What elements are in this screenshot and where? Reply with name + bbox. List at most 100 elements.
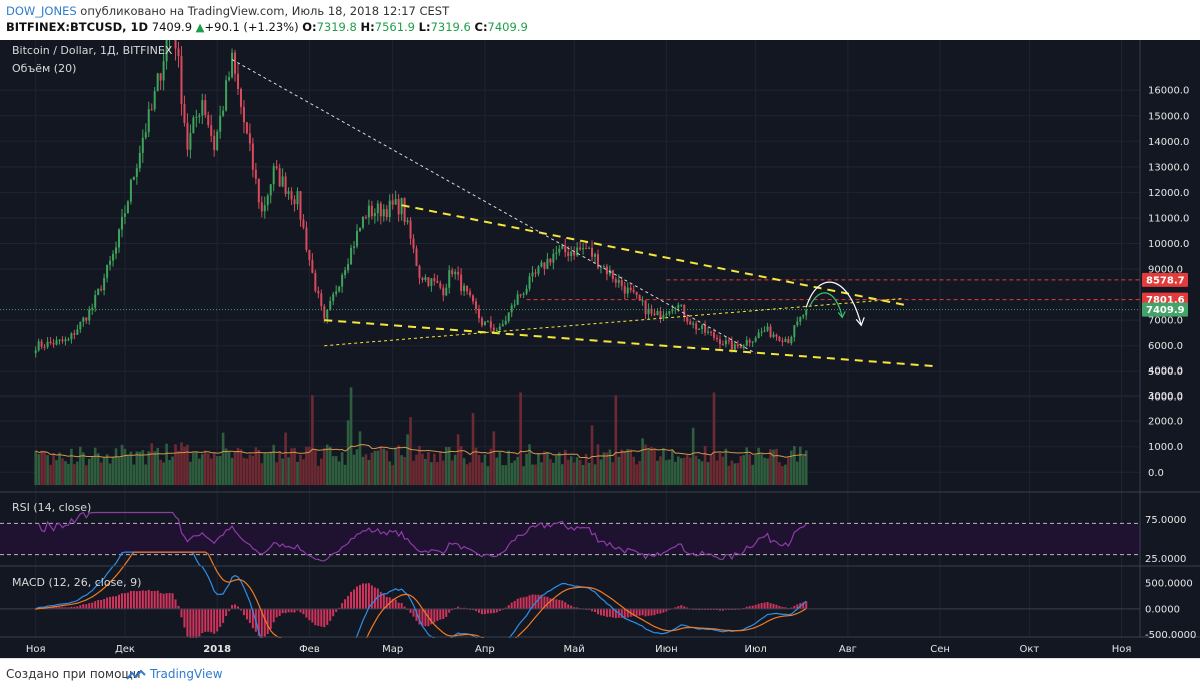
volume-bar	[322, 448, 326, 486]
candle	[522, 293, 525, 295]
candle	[94, 294, 97, 308]
volume-bar	[180, 442, 183, 486]
volume-bar	[721, 456, 725, 486]
macd-histogram-bar	[403, 606, 406, 609]
volume-bar	[537, 453, 540, 486]
volume-bar	[712, 392, 716, 486]
macd-histogram-bar	[293, 608, 296, 613]
volume-bar	[221, 432, 225, 486]
price-axis[interactable]: 16000.0 15000.0 14000.0 13000.0 12000.0 11000…	[1145, 86, 1196, 642]
candle	[641, 300, 644, 302]
volume-bar	[778, 462, 781, 486]
macd-histogram-bar	[58, 607, 61, 609]
volume-bar	[549, 459, 552, 486]
candle	[501, 324, 504, 327]
candle	[653, 313, 656, 316]
candle	[724, 340, 727, 345]
candle	[367, 205, 370, 218]
volume-bar	[409, 417, 412, 486]
candle	[350, 247, 353, 265]
candle	[135, 168, 138, 177]
candle	[582, 248, 585, 250]
macd-histogram-bar	[677, 606, 680, 609]
candle	[713, 332, 715, 338]
price-tag-label: 8578.7	[1146, 275, 1185, 286]
volume-bar	[340, 452, 344, 486]
candle	[198, 115, 201, 117]
volume-bar	[498, 452, 502, 486]
macd-histogram-bar	[228, 608, 231, 612]
candle	[519, 294, 522, 296]
candle	[225, 80, 228, 111]
volume-bar	[52, 453, 55, 486]
candle	[635, 291, 638, 296]
author-link[interactable]: DOW_JONES	[6, 4, 77, 18]
month-label: Май	[564, 644, 585, 655]
candle	[269, 184, 272, 196]
macd-histogram-bar	[213, 608, 216, 634]
candle	[775, 334, 778, 337]
macd-tick-label: 0.0000	[1145, 604, 1180, 615]
volume-bar	[269, 451, 273, 486]
volume-bar	[730, 460, 734, 486]
macd-histogram-bar	[683, 606, 686, 609]
macd-histogram-bar	[552, 598, 555, 609]
candle	[242, 106, 245, 123]
macd-histogram-bar	[793, 605, 796, 609]
candle	[632, 290, 635, 292]
candle	[118, 229, 120, 248]
candle	[219, 115, 222, 132]
volume-bar	[555, 455, 558, 486]
candle	[397, 199, 400, 215]
forecast-arrow-green	[837, 311, 846, 319]
candle	[460, 274, 463, 292]
macd-histogram-bar	[602, 608, 605, 616]
macd-histogram-bar	[248, 608, 251, 624]
volume-bar	[709, 455, 713, 486]
volume-bar	[596, 444, 600, 486]
volume-bar	[638, 460, 641, 486]
volume-tick-label: 0.0	[1148, 468, 1164, 479]
candle	[552, 253, 555, 263]
candle	[472, 295, 475, 302]
macd-histogram-bar	[156, 590, 159, 609]
tradingview-brand-link[interactable]: TradingView	[150, 667, 223, 681]
volume-bar	[67, 463, 70, 486]
macd-histogram-bar	[763, 602, 766, 609]
candle	[347, 264, 350, 271]
chart-canvas[interactable]: 16000.0 15000.0 14000.0 13000.0 12000.0 11000…	[0, 40, 1200, 658]
candle	[317, 290, 320, 294]
volume-bar	[40, 450, 43, 486]
macd-tick-label: -500.0000	[1145, 630, 1196, 641]
volume-bar	[135, 451, 139, 486]
candle	[373, 213, 376, 217]
candle	[88, 309, 91, 321]
volume-bar	[394, 448, 397, 486]
volume-bar	[584, 453, 588, 486]
candle	[784, 339, 787, 342]
volume-bar	[587, 462, 591, 486]
macd-histogram-bar	[715, 608, 718, 611]
volume-bar	[462, 458, 466, 486]
candle	[364, 217, 367, 219]
volume-bar	[608, 449, 612, 486]
volume-bar	[343, 464, 347, 486]
candle	[540, 262, 543, 267]
macd-histogram-bar	[67, 607, 70, 609]
volume-tick-label: 2000.0	[1148, 417, 1183, 428]
volume-bar	[388, 461, 392, 486]
change-value: +90.1 (+1.23%)	[204, 20, 299, 34]
macd-histogram-bar	[171, 593, 174, 609]
volume-bar	[787, 457, 790, 486]
macd-histogram-bar	[237, 606, 239, 609]
macd-histogram-bar	[546, 596, 549, 609]
macd-histogram-bar	[549, 598, 552, 609]
candle	[115, 247, 118, 254]
candle	[120, 216, 123, 230]
volume-bar	[519, 392, 522, 486]
volume-bar	[784, 464, 787, 486]
candle	[150, 109, 153, 111]
macd-histogram-bar	[350, 591, 353, 609]
time-axis[interactable]: Ноя Дек 2018 Фев Мар Апр Май Июн Июл Авг Сен Окт Ноя	[0, 638, 1200, 658]
candle	[311, 259, 314, 273]
